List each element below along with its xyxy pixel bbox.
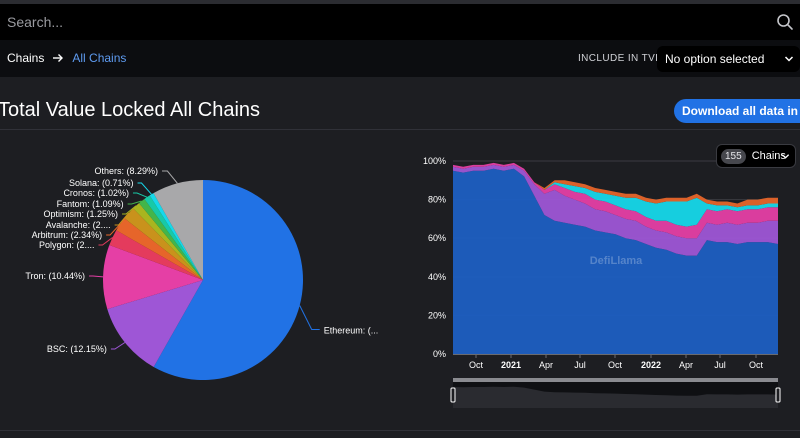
pie-label-line-cronos <box>132 192 148 198</box>
pie-slice-bsc[interactable] <box>107 280 203 367</box>
pie-label-line-ethereum <box>299 305 320 331</box>
pie-label-others: Others: (8.29%) <box>94 166 158 176</box>
pie-label-line-tron <box>89 275 104 278</box>
pie-label-line-solana <box>137 182 152 195</box>
x-tick-label: 2021 <box>501 360 521 370</box>
arrow-right-icon <box>53 54 64 62</box>
search-bar <box>0 4 800 40</box>
pie-slice-ethereum[interactable] <box>153 180 304 380</box>
pie-label-cronos: Cronos: (1.02%) <box>63 188 129 198</box>
pie-label-polygon: Polygon: (2.... <box>39 240 95 250</box>
y-tick-label: 0% <box>433 349 446 359</box>
header-divider <box>0 129 800 130</box>
chains-count-badge: 155 <box>721 148 746 164</box>
include-tvl-select[interactable]: No option selected <box>657 46 800 72</box>
chains-selector-label: Chains <box>751 150 786 162</box>
range-slider-right-handle[interactable] <box>775 387 781 403</box>
search-input[interactable] <box>0 4 740 40</box>
y-tick-label: 80% <box>428 195 446 205</box>
pie-label-line-avalanche <box>114 212 129 226</box>
y-tick-label: 40% <box>428 272 446 282</box>
x-tick-label: Jul <box>574 360 586 370</box>
pie-label-line-others <box>162 170 178 184</box>
x-tick-label: Apr <box>539 360 553 370</box>
area-chart-container: 0% 20% 40% 60% 80% 100% DefiLlama Oct 2021 Apr Jul… <box>410 140 800 438</box>
breadcrumb-root-link[interactable]: Chains <box>7 51 45 65</box>
include-tvl-label: INCLUDE IN TVL: <box>578 53 665 64</box>
pie-slice-others[interactable] <box>153 180 203 280</box>
range-slider-top-bar[interactable] <box>453 378 778 382</box>
area-chart: 0% 20% 40% 60% 80% 100% DefiLlama Oct 2021 Apr Jul… <box>423 156 781 408</box>
include-tvl-selected-value: No option selected <box>665 52 765 66</box>
pie-label-optimism: Optimism: (1.25%) <box>44 209 119 219</box>
pie-label-solana: Solana: (0.71%) <box>69 178 134 188</box>
pie-chart-container: Ethereum: (... BSC: (12.15%) Tron: (10.44%… <box>0 140 400 430</box>
page-title: Total Value Locked All Chains <box>0 99 261 121</box>
breadcrumb-current[interactable]: All Chains <box>72 51 127 65</box>
y-tick-label: 100% <box>423 156 446 166</box>
area-series-4[interactable] <box>453 162 778 208</box>
x-tick-label: Oct <box>608 360 623 370</box>
defillama-watermark: DefiLlama <box>590 255 643 267</box>
chevron-down-icon <box>781 154 790 159</box>
chains-selector-button[interactable]: 155 Chains <box>716 144 796 168</box>
x-tick-label: 2022 <box>641 360 661 370</box>
x-tick-label: Jul <box>714 360 726 370</box>
pie-label-line-arbitrum <box>106 223 121 236</box>
bottom-divider <box>0 430 800 431</box>
x-tick-label: Oct <box>749 360 764 370</box>
pie-slice-fantom[interactable] <box>138 198 203 280</box>
pie-slice-polygon[interactable] <box>109 230 203 280</box>
pie-slice-cronos[interactable] <box>144 195 203 280</box>
pie-label-bsc: BSC: (12.15%) <box>47 344 107 354</box>
download-csv-button[interactable]: Download all data in .csv <box>674 99 800 123</box>
pie-label-line-bsc <box>110 342 126 350</box>
pie-label-avalanche: Avalanche: (2.... <box>46 220 111 230</box>
area-series-0[interactable] <box>453 168 778 354</box>
pie-chart: Ethereum: (... BSC: (12.15%) Tron: (10.44%… <box>25 166 379 380</box>
area-series-3[interactable] <box>453 162 778 227</box>
top-border <box>0 0 800 4</box>
range-slider-left-handle[interactable] <box>450 387 456 403</box>
pie-slice-tron[interactable] <box>102 244 203 310</box>
pie-slice-arbitrum[interactable] <box>116 218 203 280</box>
pie-label-fantom: Fantom: (1.09%) <box>57 199 124 209</box>
pie-label-line-optimism <box>122 205 137 215</box>
y-tick-label: 20% <box>428 310 446 320</box>
search-icon[interactable] <box>776 13 794 31</box>
range-slider-preview <box>453 386 778 408</box>
x-tick-label: Oct <box>469 360 484 370</box>
area-series-1[interactable] <box>453 164 778 256</box>
pie-label-line-polygon <box>98 237 113 246</box>
chevron-down-icon <box>784 56 794 62</box>
breadcrumb: Chains All Chains <box>7 51 126 65</box>
x-tick-label: Apr <box>679 360 693 370</box>
pie-label-tron: Tron: (10.44%) <box>25 271 85 281</box>
pie-label-line-fantom <box>127 200 142 205</box>
pie-label-arbitrum: Arbitrum: (2.34%) <box>32 230 103 240</box>
y-tick-label: 60% <box>428 233 446 243</box>
pie-slice-solana[interactable] <box>149 193 203 280</box>
pie-slice-optimism[interactable] <box>133 203 203 280</box>
pie-label-ethereum: Ethereum: (... <box>324 326 379 336</box>
pie-slice-avalanche[interactable] <box>124 208 203 280</box>
